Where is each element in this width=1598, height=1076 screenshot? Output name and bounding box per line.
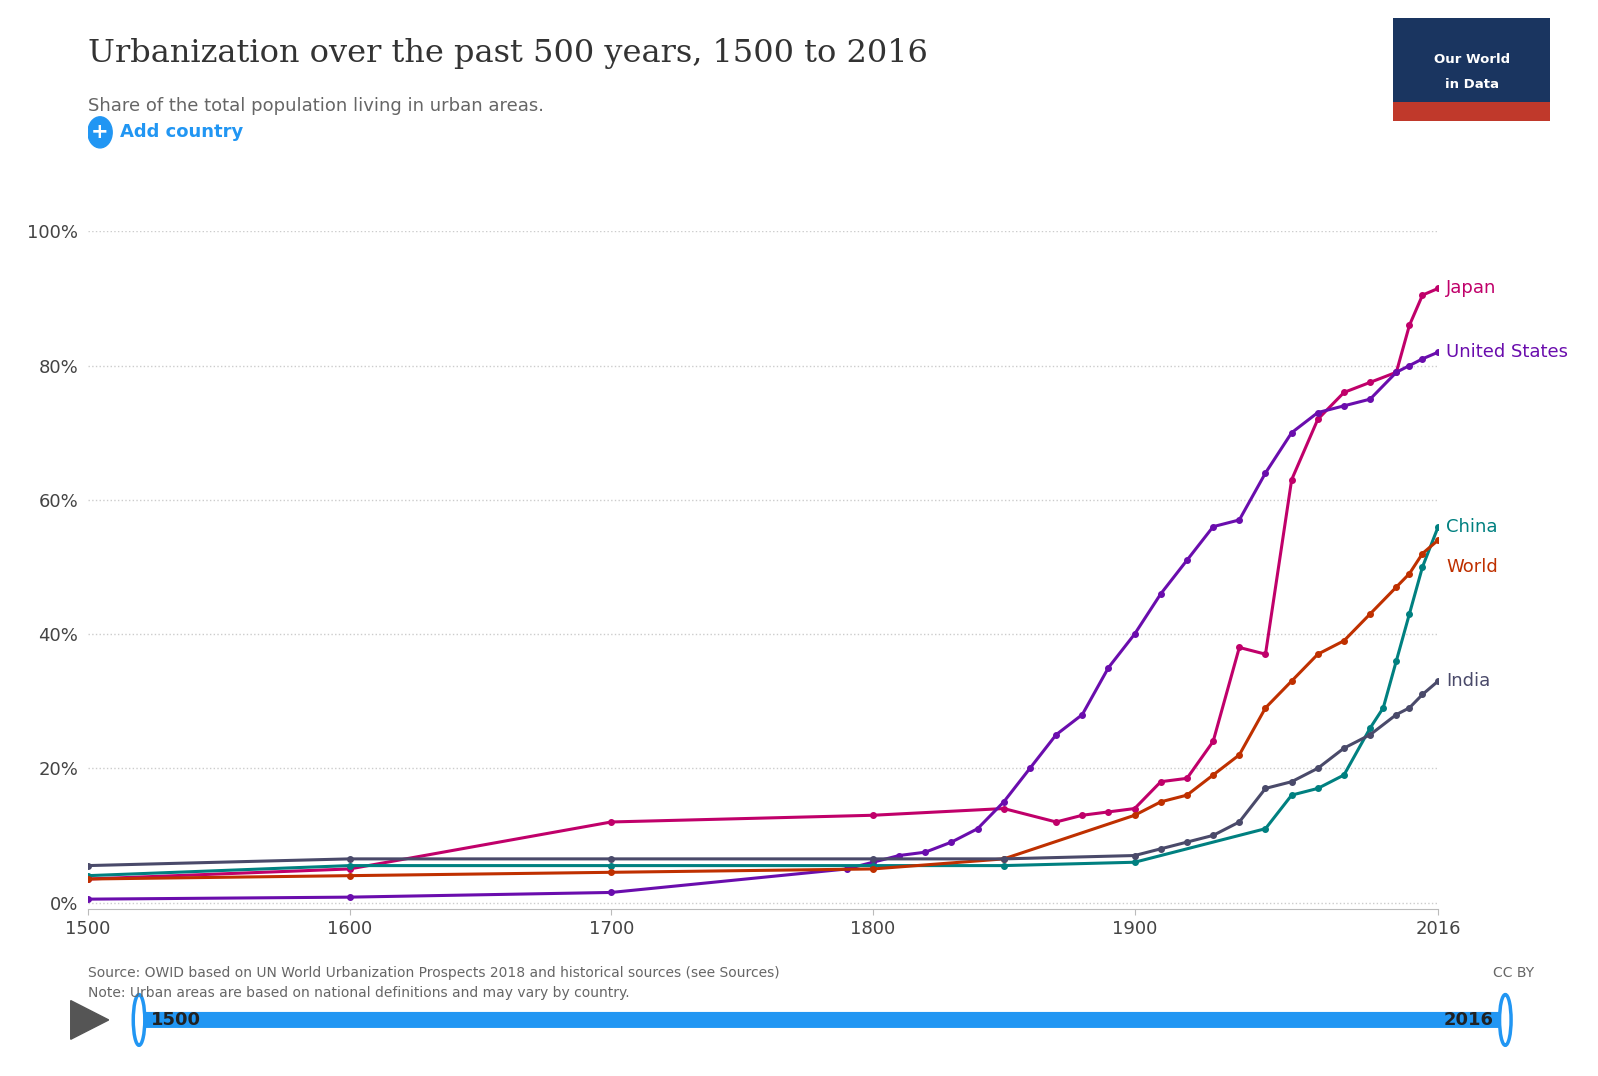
Circle shape	[88, 117, 112, 147]
Text: World: World	[1446, 558, 1497, 576]
FancyBboxPatch shape	[139, 1011, 1505, 1028]
Text: Urbanization over the past 500 years, 1500 to 2016: Urbanization over the past 500 years, 15…	[88, 38, 928, 69]
Text: Source: OWID based on UN World Urbanization Prospects 2018 and historical source: Source: OWID based on UN World Urbanizat…	[88, 966, 780, 1000]
Circle shape	[1499, 994, 1512, 1045]
Text: China: China	[1446, 518, 1497, 536]
Polygon shape	[70, 1001, 109, 1039]
Text: Our World: Our World	[1433, 53, 1510, 66]
FancyBboxPatch shape	[1393, 102, 1550, 121]
Text: Japan: Japan	[1446, 280, 1496, 297]
Text: Add country: Add country	[120, 124, 243, 141]
Text: CC BY: CC BY	[1493, 966, 1534, 980]
FancyBboxPatch shape	[1393, 18, 1550, 102]
Text: United States: United States	[1446, 343, 1568, 362]
Text: Share of the total population living in urban areas.: Share of the total population living in …	[88, 97, 543, 115]
Circle shape	[133, 994, 145, 1045]
Text: 2016: 2016	[1443, 1011, 1493, 1029]
Text: India: India	[1446, 672, 1491, 690]
Text: 1500: 1500	[152, 1011, 201, 1029]
Text: in Data: in Data	[1445, 79, 1499, 91]
Text: +: +	[91, 123, 109, 142]
